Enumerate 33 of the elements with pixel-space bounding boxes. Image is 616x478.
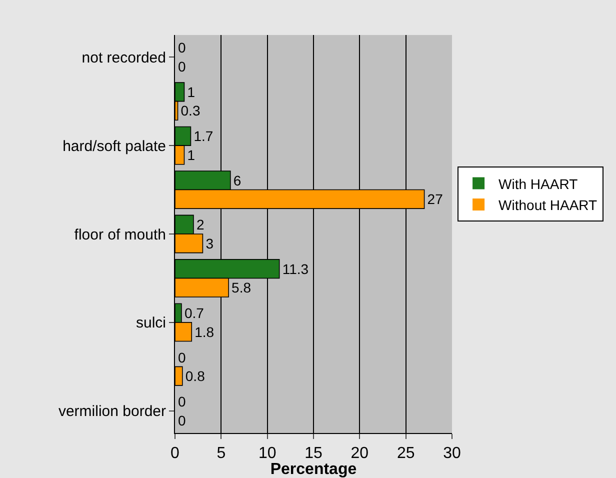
data-label: 1.8: [194, 324, 214, 340]
data-label: 2: [196, 216, 204, 233]
x-axis-title: Percentage: [270, 461, 357, 478]
data-label: 11.3: [282, 260, 309, 277]
legend-label: With HAART: [498, 176, 578, 192]
data-label: 5.8: [232, 280, 252, 296]
data-label: 0.3: [180, 102, 200, 119]
data-label: 27: [427, 191, 444, 208]
x-tick-label: 10: [258, 445, 276, 462]
x-tick-label: 30: [443, 445, 461, 462]
x-tick-label: 25: [396, 445, 415, 462]
y-tick-label: hard/soft palate: [62, 138, 166, 155]
data-label: 1: [187, 84, 196, 100]
x-tick-label: 0: [170, 445, 180, 462]
y-tick-label: not recorded: [82, 49, 166, 66]
data-label: 6: [233, 172, 242, 188]
data-label: 0.8: [185, 368, 206, 384]
data-label: 0: [178, 393, 186, 410]
y-tick-label: sulci: [136, 314, 166, 332]
x-tick-label: 5: [216, 445, 226, 462]
data-label: 3: [206, 235, 214, 252]
y-tick-label: vermilion border: [58, 403, 166, 420]
data-label: 0: [178, 58, 186, 75]
data-label: 0: [178, 349, 186, 366]
data-label: 0: [178, 40, 186, 56]
data-label: 1: [187, 146, 196, 163]
x-tick-label: 20: [350, 445, 369, 462]
data-label: 0: [178, 412, 186, 428]
legend-label: Without HAART: [498, 196, 598, 213]
data-label: 0.7: [184, 305, 204, 322]
y-tick-label: floor of mouth: [74, 226, 166, 244]
data-label: 1.7: [194, 128, 214, 144]
x-tick-label: 15: [304, 445, 322, 462]
